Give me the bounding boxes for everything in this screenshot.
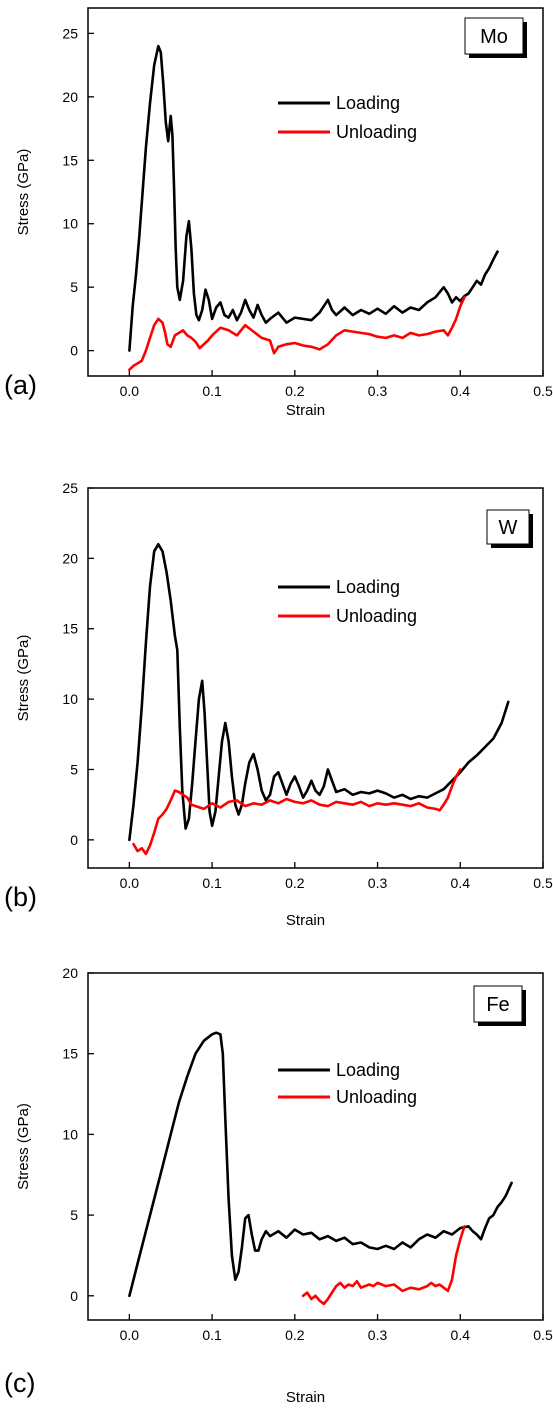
chart-panel-a: 0.0 0.1 0.2 0.3 0.4 0.5 0 5 10 15 20 25 Strain Stress… <box>4 7 553 419</box>
panel-label: (b) <box>4 882 37 912</box>
x-tick-label: 0.5 <box>533 1327 553 1343</box>
y-tick-label: 15 <box>62 1046 78 1062</box>
x-tick-label: 0.3 <box>368 383 388 399</box>
x-tick-label: 0.1 <box>202 1327 222 1343</box>
series-line-loading <box>128 543 510 842</box>
y-tick-label: 0 <box>70 343 78 359</box>
x-tick-label: 0.5 <box>533 875 553 891</box>
y-tick-label: 25 <box>62 25 78 41</box>
y-axis-title: Stress (GPa) <box>15 149 32 236</box>
y-tick-label: 5 <box>70 1207 78 1223</box>
element-tag: Fe <box>486 994 509 1016</box>
series-line-unloading <box>132 768 462 856</box>
y-tick-label: 0 <box>70 1288 78 1304</box>
x-tick-label: 0.4 <box>451 1327 471 1343</box>
x-tick-label: 0.3 <box>368 1327 388 1343</box>
x-tick-label: 0.4 <box>451 875 471 891</box>
x-tick-label: 0.2 <box>285 383 305 399</box>
y-tick-label: 20 <box>62 965 78 981</box>
y-tick-label: 15 <box>62 152 78 168</box>
x-tick-label: 0.0 <box>120 383 140 399</box>
x-tick-label: 0.3 <box>368 875 388 891</box>
x-tick-label: 0.1 <box>202 383 222 399</box>
legend-label-unloading: Unloading <box>336 1087 417 1107</box>
legend-label-loading: Loading <box>336 93 400 113</box>
tag-box <box>473 985 523 1023</box>
x-tick-label: 0.0 <box>120 875 140 891</box>
x-tick-label: 0.4 <box>451 383 471 399</box>
plot-frame <box>87 7 544 377</box>
y-tick-label: 20 <box>62 550 78 566</box>
series-line-unloading <box>128 295 466 372</box>
y-tick-label: 20 <box>62 89 78 105</box>
element-tag: Mo <box>480 26 508 48</box>
y-tick-label: 5 <box>70 761 78 777</box>
x-axis-title: Strain <box>286 1389 325 1406</box>
y-tick-label: 10 <box>62 216 78 232</box>
tag-box <box>464 17 524 55</box>
y-axis-title: Stress (GPa) <box>15 1103 32 1190</box>
x-tick-label: 0.2 <box>285 1327 305 1343</box>
series-line-loading <box>128 44 499 352</box>
y-tick-label: 15 <box>62 621 78 637</box>
x-axis-title: Strain <box>286 912 325 929</box>
series-line-loading <box>128 1031 513 1298</box>
y-tick-label: 0 <box>70 832 78 848</box>
x-tick-label: 0.2 <box>285 875 305 891</box>
y-tick-label: 10 <box>62 691 78 707</box>
y-tick-label: 10 <box>62 1126 78 1142</box>
x-tick-label: 0.5 <box>533 383 553 399</box>
panel-label: (a) <box>4 370 37 400</box>
y-axis-title: Stress (GPa) <box>15 635 32 722</box>
x-tick-label: 0.0 <box>120 1327 140 1343</box>
legend-label-loading: Loading <box>336 1060 400 1080</box>
y-tick-label: 25 <box>62 480 78 496</box>
x-axis-title: Strain <box>286 402 325 419</box>
legend-label-unloading: Unloading <box>336 122 417 142</box>
legend-label-loading: Loading <box>336 577 400 597</box>
chart-panel-b: 0.0 0.1 0.2 0.3 0.4 0.5 0 5 10 15 20 25 Strain Stress… <box>4 480 553 929</box>
element-tag: W <box>499 517 518 539</box>
legend-label-unloading: Unloading <box>336 606 417 626</box>
y-tick-label: 5 <box>70 279 78 295</box>
panel-label: (c) <box>4 1368 35 1398</box>
x-tick-label: 0.1 <box>202 875 222 891</box>
chart-panel-c: 0.0 0.1 0.2 0.3 0.4 0.5 0 5 10 15 20 Strain Stress (… <box>4 965 553 1406</box>
plot-frame <box>87 972 544 1321</box>
series-line-unloading <box>301 1225 466 1306</box>
plot-frame <box>87 487 544 869</box>
tag-box <box>486 509 530 545</box>
